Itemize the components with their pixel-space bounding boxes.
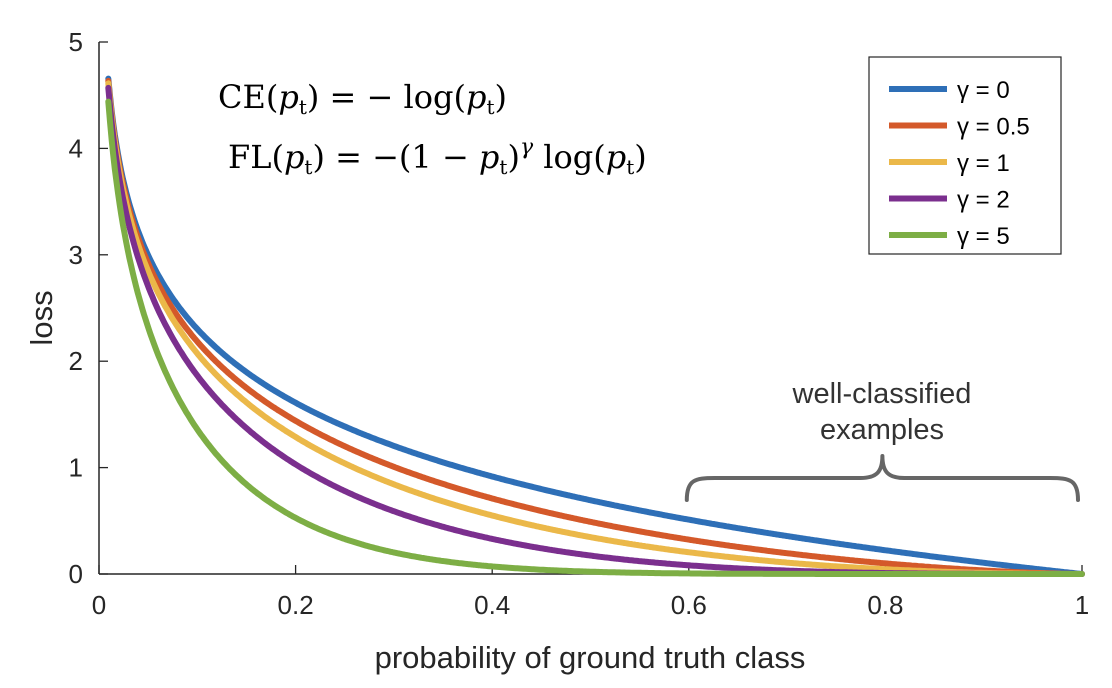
legend: γ = 0 γ = 0.5 γ = 1 γ = 2 γ = 5 <box>868 56 1062 255</box>
equation-fl: FL(pt) = −(1 − pt)γ log(pt) <box>228 135 647 179</box>
x-tick-label: 0 <box>92 590 106 620</box>
fl-log-pt-sub: t <box>626 155 634 179</box>
legend-label: γ = 1 <box>957 150 1010 177</box>
fl-log: log <box>543 138 593 176</box>
annotation-line2: examples <box>820 414 944 446</box>
series-line-gamma-0-5 <box>105 77 1085 577</box>
series-line-gamma-0 <box>105 75 1085 577</box>
y-tick-label: 2 <box>69 346 83 376</box>
series-lines <box>105 75 1085 577</box>
x-axis-label: probability of ground truth class <box>375 640 806 675</box>
series-line-gamma-5 <box>105 98 1085 577</box>
ce-log-pt-var: p <box>466 78 486 116</box>
ce-pt-sub: t <box>299 95 307 119</box>
y-tick-label: 1 <box>69 453 83 483</box>
ce-log-pt-sub: t <box>486 95 494 119</box>
x-ticks: 0 0.2 0.4 0.6 0.8 1 <box>92 565 1089 620</box>
x-tick-label: 0.8 <box>867 590 903 620</box>
fl-gamma: γ <box>520 135 534 160</box>
equation-ce: CE(pt) = − log(pt) <box>218 78 507 119</box>
y-ticks: 0 1 2 3 4 5 <box>69 27 108 589</box>
svg-text:CE(pt) = − log(pt): CE(pt) = − log(pt) <box>218 78 507 119</box>
y-tick-label: 4 <box>69 133 83 163</box>
curly-brace <box>684 454 1080 502</box>
fl-log-pt-var: p <box>606 138 626 176</box>
legend-items: γ = 0 γ = 0.5 γ = 1 γ = 2 γ = 5 <box>889 77 1030 250</box>
fl-term-pt-var: p <box>479 138 499 176</box>
x-tick-label: 1 <box>1075 590 1089 620</box>
x-tick-label: 0.6 <box>671 590 707 620</box>
fl-term-pt-sub: t <box>499 155 507 179</box>
x-tick-label: 0.2 <box>278 590 314 620</box>
x-tick-label: 0.4 <box>474 590 510 620</box>
ce-pt-var: p <box>278 78 298 116</box>
legend-label: γ = 0.5 <box>957 114 1030 141</box>
svg-text:FL(pt) = −(1 − pt)γ log(pt): FL(pt) = −(1 − pt)γ log(pt) <box>228 135 647 179</box>
y-tick-label: 0 <box>69 559 83 589</box>
legend-label: γ = 0 <box>957 77 1010 104</box>
y-axis-label: loss <box>24 290 59 345</box>
ce-name: CE <box>218 78 266 116</box>
fl-name: FL <box>228 138 271 176</box>
y-tick-label: 5 <box>69 27 83 57</box>
legend-label: γ = 5 <box>957 223 1010 250</box>
annotation-line1: well-classified <box>792 378 972 410</box>
well-classified-annotation: well-classified examples <box>684 378 1080 502</box>
fl-pt-var: p <box>284 138 304 176</box>
ce-log: log <box>403 78 453 116</box>
fl-pt-sub: t <box>304 155 312 179</box>
legend-label: γ = 2 <box>957 187 1010 214</box>
y-tick-label: 3 <box>69 240 83 270</box>
